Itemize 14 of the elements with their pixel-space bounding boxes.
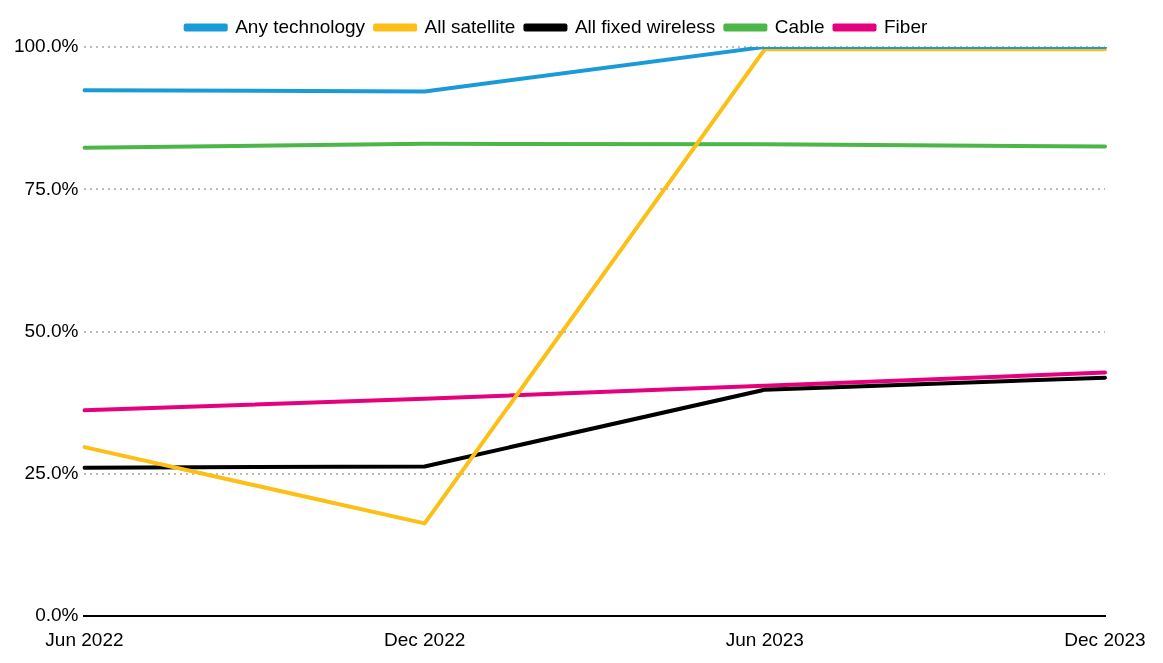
- x-tick-label: Dec 2023: [1064, 628, 1146, 650]
- legend-label: Fiber: [884, 15, 928, 37]
- legend-label: All satellite: [424, 15, 516, 37]
- y-tick-label: 0.0%: [35, 604, 79, 626]
- y-tick-label: 25.0%: [24, 462, 79, 484]
- y-tick-label: 75.0%: [24, 177, 79, 199]
- x-tick-label: Jun 2023: [725, 628, 804, 650]
- legend-label: Cable: [774, 15, 825, 37]
- legend-label: All fixed wireless: [574, 15, 716, 37]
- x-tick-label: Jun 2022: [45, 628, 124, 650]
- y-tick-label: 100.0%: [13, 35, 79, 57]
- legend-label: Any technology: [235, 15, 366, 37]
- x-tick-label: Dec 2022: [383, 628, 466, 650]
- y-tick-label: 50.0%: [24, 319, 79, 341]
